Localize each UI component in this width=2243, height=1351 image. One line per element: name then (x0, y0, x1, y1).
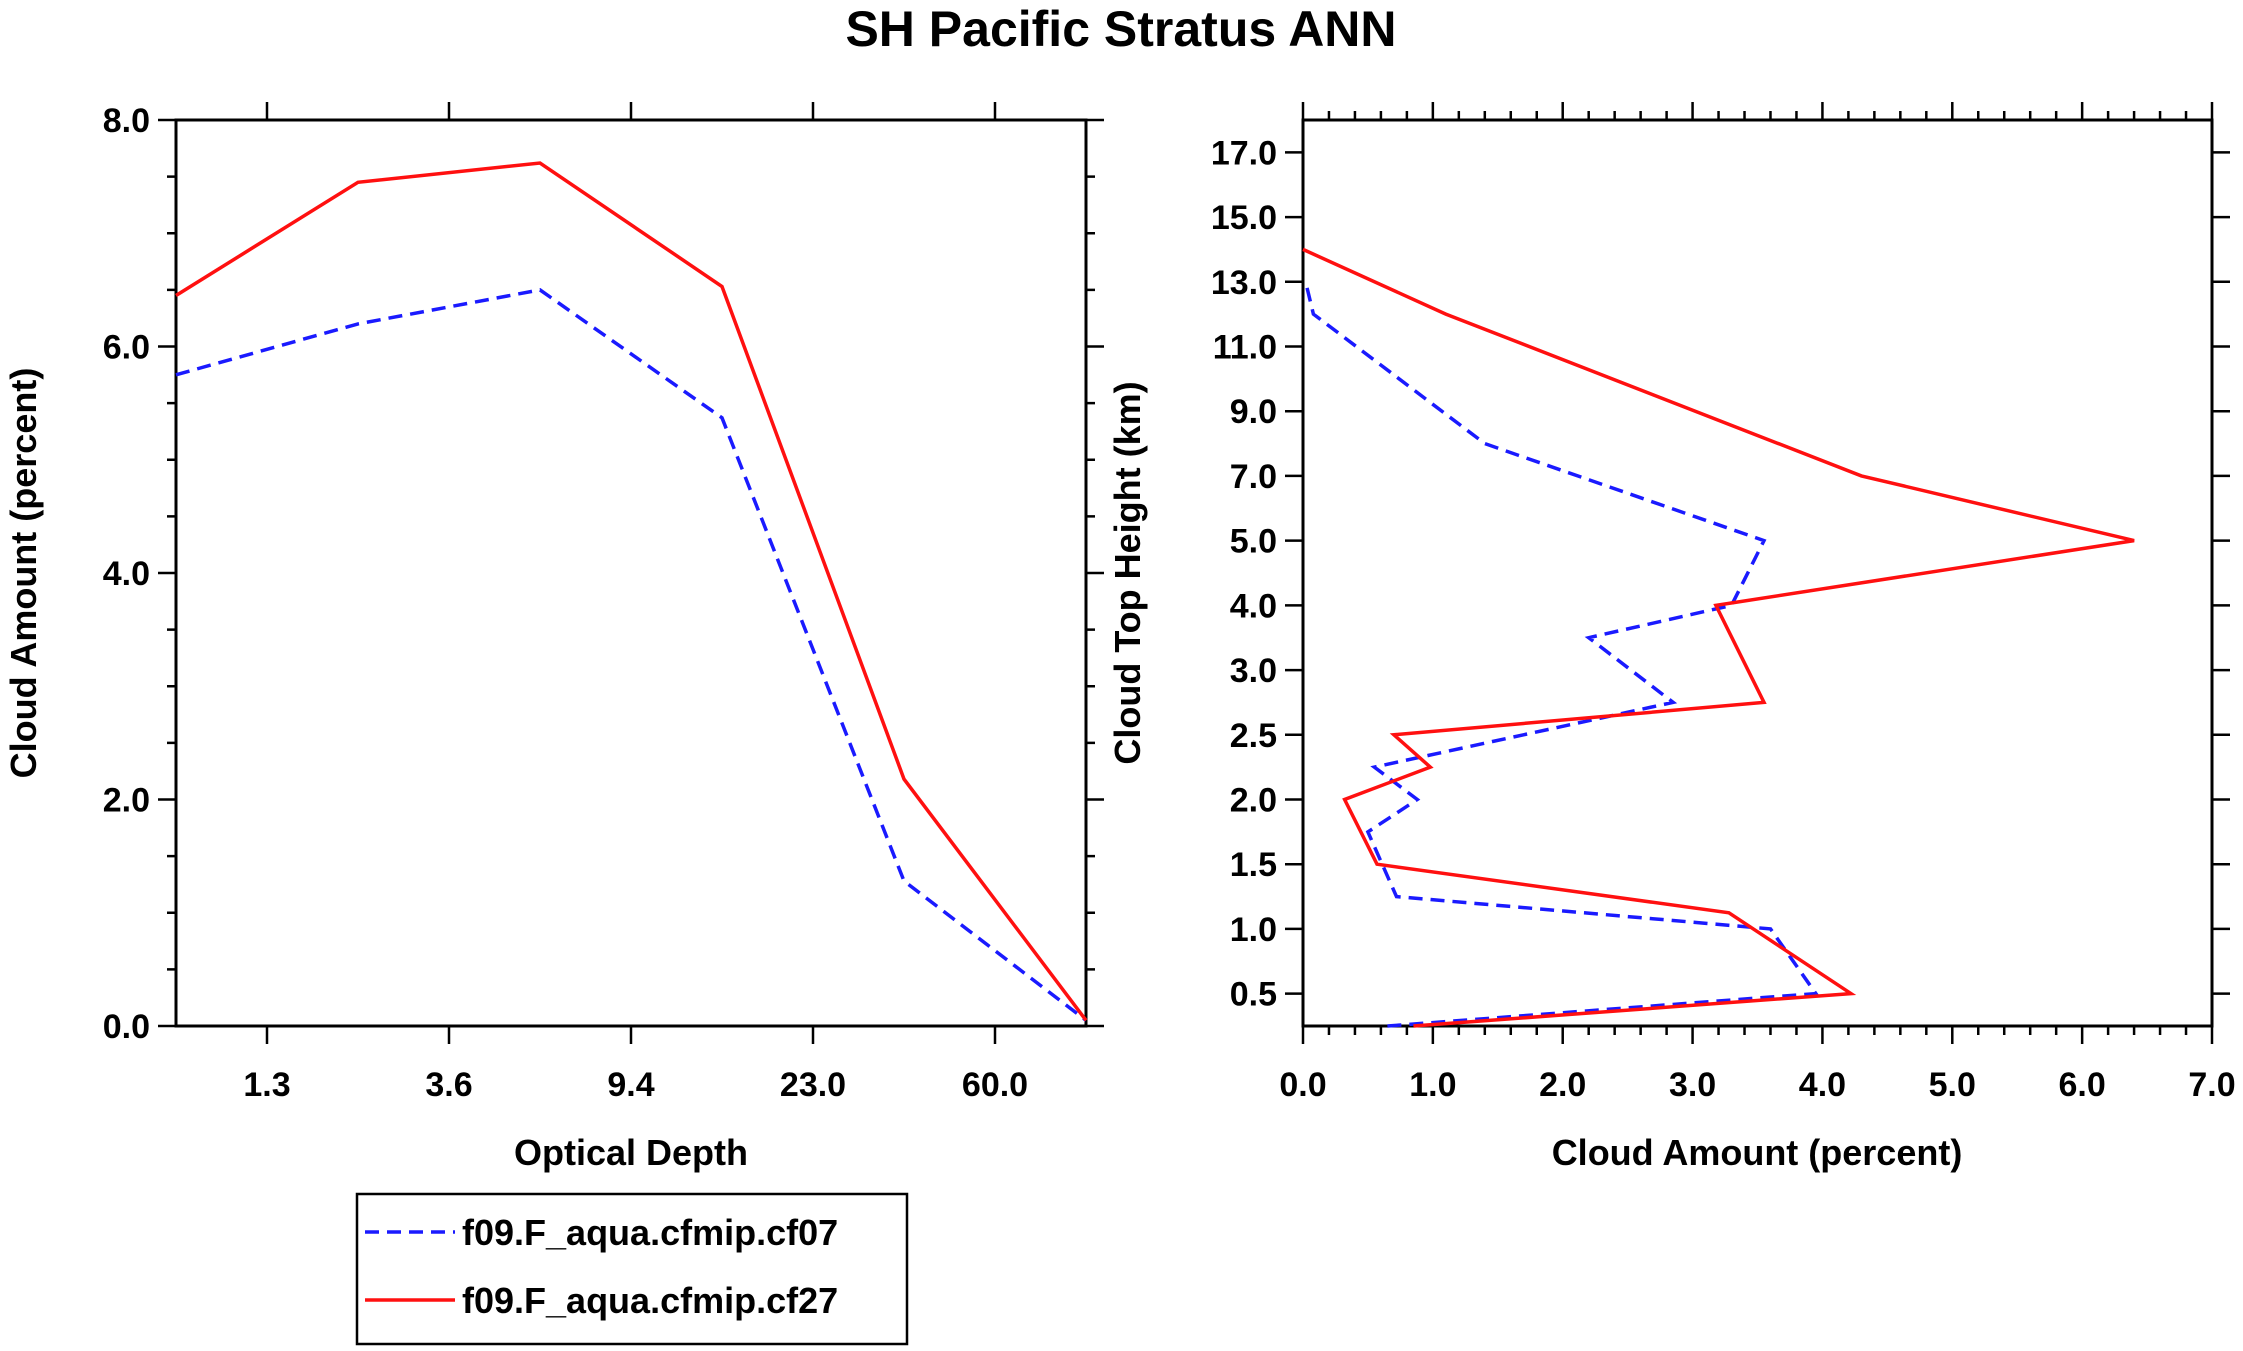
left-y-tick-label: 8.0 (103, 102, 150, 140)
left-x-tick-label: 60.0 (962, 1066, 1028, 1104)
left-x-tick-label: 1.3 (243, 1066, 290, 1104)
left-y-tick-label: 4.0 (103, 555, 150, 593)
right-x-tick-label: 5.0 (1929, 1066, 1976, 1104)
right-x-axis-label: Cloud Amount (percent) (1552, 1132, 1963, 1173)
right-y-tick-label: 9.0 (1230, 393, 1277, 431)
right-x-tick-label: 7.0 (2188, 1066, 2235, 1104)
right-y-tick-label: 11.0 (1213, 329, 1277, 367)
right-y-tick-label: 15.0 (1211, 199, 1277, 237)
right-y-tick-label: 0.5 (1230, 976, 1277, 1014)
legend-label-series-2: f09.F_aqua.cfmip.cf27 (462, 1280, 838, 1321)
legend-label-series-1: f09.F_aqua.cfmip.cf07 (462, 1212, 838, 1253)
right-y-tick-label: 2.5 (1230, 717, 1277, 755)
right-y-tick-label: 17.0 (1211, 134, 1277, 172)
right-y-tick-label: 5.0 (1230, 523, 1277, 561)
right-x-tick-label: 2.0 (1539, 1066, 1586, 1104)
left-chart-panel: 0.0 2.0 4.0 6.0 8.0 1.3 3.6 9.4 23.0 60.0 Optical… (3, 102, 1104, 1173)
left-x-tick-label: 3.6 (425, 1066, 472, 1104)
right-y-tick-label: 3.0 (1230, 652, 1277, 690)
right-y-tick-label: 2.0 (1230, 782, 1277, 820)
right-y-axis-label: Cloud Top Height (km) (1107, 381, 1148, 764)
right-y-tick-label: 1.0 (1230, 911, 1277, 949)
left-y-axis-label: Cloud Amount (percent) (3, 368, 44, 779)
right-y-tick-label: 1.5 (1230, 846, 1277, 884)
left-y-tick-label: 2.0 (103, 782, 150, 820)
right-x-tick-label: 0.0 (1279, 1066, 1326, 1104)
left-plot-frame (174, 118, 1088, 1028)
right-y-tick-label: 7.0 (1230, 458, 1277, 496)
left-y-tick-label: 0.0 (103, 1008, 150, 1046)
right-y-tick-label: 13.0 (1211, 264, 1277, 302)
left-series-line-1 (175, 288, 1088, 1022)
left-x-tick-label: 23.0 (780, 1066, 846, 1104)
right-series-line-2 (1302, 247, 2135, 1028)
right-y-tick-label: 4.0 (1230, 587, 1277, 625)
left-y-tick-label: 6.0 (103, 329, 150, 367)
right-x-tick-label: 1.0 (1409, 1066, 1456, 1104)
page-title: SH Pacific Stratus ANN (845, 1, 1396, 57)
legend-box (355, 1192, 909, 1346)
right-x-tick-label: 6.0 (2059, 1066, 2106, 1104)
legend: f09.F_aqua.cfmip.cf07 f09.F_aqua.cfmip.c… (355, 1192, 909, 1346)
right-series-line-1 (1303, 281, 1820, 1028)
left-x-axis-label: Optical Depth (514, 1132, 748, 1173)
right-x-tick-label: 4.0 (1799, 1066, 1846, 1104)
left-series-line-2 (175, 161, 1088, 1022)
right-x-tick-label: 3.0 (1669, 1066, 1716, 1104)
left-x-tick-label: 9.4 (607, 1066, 654, 1104)
right-plot-frame (1301, 118, 2214, 1028)
right-chart-panel: 0.0 1.0 2.0 3.0 4.0 5.0 6.0 7.0 0.5 1.0 1.5 2.0 2.5 3… (1107, 102, 2236, 1173)
